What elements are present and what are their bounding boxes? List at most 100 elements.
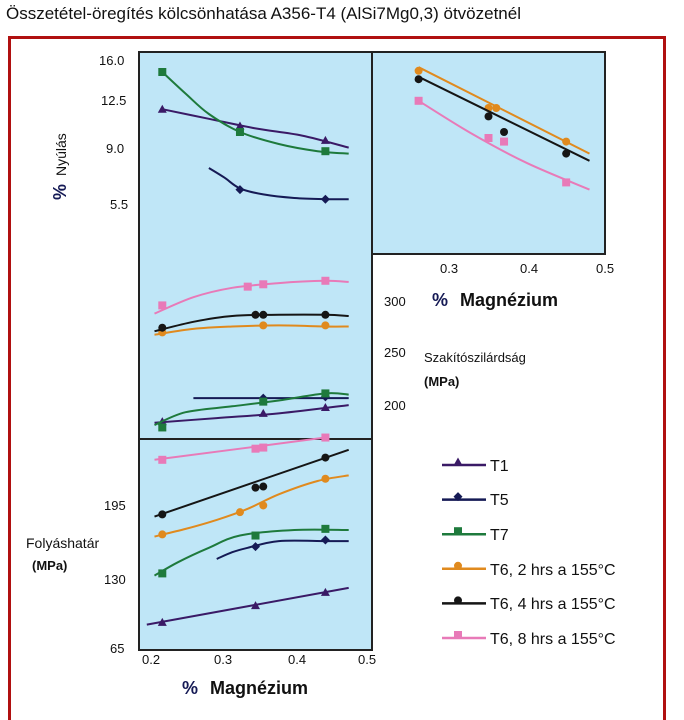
legend-label: T6, 8 hrs a 155°C <box>490 631 616 648</box>
data-point-T6, 8 hrs a 155°C <box>500 137 509 146</box>
bottom-x-tick-label: 0.4 <box>288 652 306 667</box>
data-point-T7 <box>251 531 260 540</box>
panel-strength-elongation-bg <box>139 52 372 439</box>
series-line-T6, 2 hrs a 155°C <box>418 66 590 155</box>
legend-label: T6, 4 hrs a 155°C <box>490 596 616 613</box>
data-point-T6, 2 hrs a 155°C <box>158 530 167 539</box>
data-point-T6, 2 hrs a 155°C <box>562 137 571 146</box>
elong-tick-label: 9.0 <box>106 141 124 156</box>
data-point-T7 <box>235 128 244 136</box>
data-point-T6, 8 hrs a 155°C <box>251 444 260 453</box>
data-point-T6, 8 hrs a 155°C <box>259 443 268 452</box>
top-x-tick-label: 0.4 <box>520 261 538 276</box>
top-x-tick-label: 0.5 <box>596 261 614 276</box>
data-point-T6, 8 hrs a 155°C <box>259 280 268 289</box>
tensile-tick-label: 250 <box>384 345 406 360</box>
data-point-T1 <box>157 617 167 626</box>
chart-title: Összetétel-öregítés kölcsönhatása A356-T… <box>6 4 521 23</box>
series-line-T1 <box>162 108 349 149</box>
data-point-T6, 8 hrs a 155°C <box>321 276 330 285</box>
figure-frame <box>8 36 666 720</box>
legend-swatch-marker <box>454 527 462 536</box>
data-point-T1 <box>251 601 260 610</box>
data-point-T7 <box>158 569 167 578</box>
data-point-T5 <box>251 542 260 552</box>
bottom-x-axis-title: Magnézium <box>210 678 308 698</box>
series-line-T6, 2 hrs a 155°C <box>154 474 349 538</box>
data-point-T1 <box>258 408 268 417</box>
data-point-T1 <box>320 135 330 144</box>
data-point-T6, 2 hrs a 155°C <box>259 321 268 330</box>
data-point-T6, 4 hrs a 155°C <box>259 482 268 491</box>
data-point-T7 <box>158 423 167 432</box>
yield-axis-unit: (MPa) <box>32 558 67 573</box>
legend-swatch-marker <box>454 561 462 570</box>
series-layer <box>146 66 590 626</box>
data-point-T6, 4 hrs a 155°C <box>562 149 571 158</box>
elong-axis-title: Nyúlás <box>53 133 69 176</box>
data-point-T6, 8 hrs a 155°C <box>562 178 571 187</box>
data-point-T6, 2 hrs a 155°C <box>321 321 330 330</box>
chart-elongation <box>157 68 349 204</box>
axis-titles: % Nyúlás Szakítószilárdság (MPa) Folyásh… <box>26 133 558 698</box>
data-point-T7 <box>321 147 330 156</box>
legend-swatch-marker <box>454 596 462 605</box>
top-x-percent-sign: % <box>432 290 448 310</box>
legend-label: T7 <box>490 527 509 544</box>
chart-elongation_aged <box>414 66 590 191</box>
yield-tick-label: 65 <box>110 641 124 656</box>
data-point-T6, 2 hrs a 155°C <box>259 501 268 510</box>
chart-yield_strength <box>146 433 350 626</box>
data-point-T1 <box>157 104 167 113</box>
data-point-T7 <box>259 397 268 406</box>
data-point-T6, 4 hrs a 155°C <box>414 75 423 84</box>
top-x-axis-title: Magnézium <box>460 290 558 310</box>
bottom-x-tick-label: 0.3 <box>214 652 232 667</box>
top-x-tick-label: 0.3 <box>440 261 458 276</box>
data-point-T6, 4 hrs a 155°C <box>158 323 167 332</box>
data-point-T6, 2 hrs a 155°C <box>492 104 501 112</box>
bottom-x-tick-label: 0.5 <box>358 652 376 667</box>
tensile-tick-label: 200 <box>384 398 406 413</box>
bottom-x-tick-label: 0.2 <box>142 652 160 667</box>
data-point-T6, 4 hrs a 155°C <box>500 128 509 136</box>
legend-swatch-marker <box>453 457 463 466</box>
data-point-T1 <box>320 587 330 596</box>
data-point-T6, 2 hrs a 155°C <box>235 508 244 517</box>
series-line-T1 <box>154 404 349 424</box>
series-line-T6, 8 hrs a 155°C <box>154 436 326 461</box>
data-point-T7 <box>321 524 330 533</box>
legend-swatch-marker <box>454 631 462 639</box>
data-point-T5 <box>235 185 245 195</box>
data-point-T6, 8 hrs a 155°C <box>414 96 423 105</box>
tick-labels: 16.0 12.5 9.0 5.5 300 250 200 195 130 65… <box>99 53 614 667</box>
tensile-axis-unit: (MPa) <box>424 374 459 389</box>
legend-swatch-marker <box>453 492 463 502</box>
series-line-T6, 4 hrs a 155°C <box>154 448 350 518</box>
chart-tensile_strength <box>154 276 349 432</box>
series-line-T6, 4 hrs a 155°C <box>418 75 590 162</box>
data-point-T7 <box>321 389 330 398</box>
data-point-T6, 4 hrs a 155°C <box>158 510 167 519</box>
legend-label: T1 <box>490 458 509 475</box>
elong-tick-label: 16.0 <box>99 53 124 68</box>
data-point-T6, 4 hrs a 155°C <box>259 310 268 319</box>
bottom-x-percent-sign: % <box>182 678 198 698</box>
data-point-T6, 4 hrs a 155°C <box>251 483 260 492</box>
elong-tick-label: 12.5 <box>101 93 126 108</box>
legend: T1 T5 T7 T6, 2 hrs a 155°C T6, 4 hrs a 1… <box>442 457 616 648</box>
yield-tick-label: 195 <box>104 498 126 513</box>
yield-axis-title: Folyáshatár <box>26 535 99 551</box>
data-point-T6, 8 hrs a 155°C <box>243 282 252 291</box>
elong-tick-label: 5.5 <box>110 197 128 212</box>
data-point-T6, 8 hrs a 155°C <box>321 433 330 442</box>
data-point-T6, 4 hrs a 155°C <box>251 310 260 319</box>
legend-label: T6, 2 hrs a 155°C <box>490 562 616 579</box>
data-point-T6, 2 hrs a 155°C <box>414 66 423 75</box>
data-point-T7 <box>158 68 167 76</box>
data-point-T6, 8 hrs a 155°C <box>158 455 167 464</box>
data-point-T1 <box>235 121 245 130</box>
panel-borders <box>138 51 606 651</box>
data-point-T6, 4 hrs a 155°C <box>321 310 330 319</box>
